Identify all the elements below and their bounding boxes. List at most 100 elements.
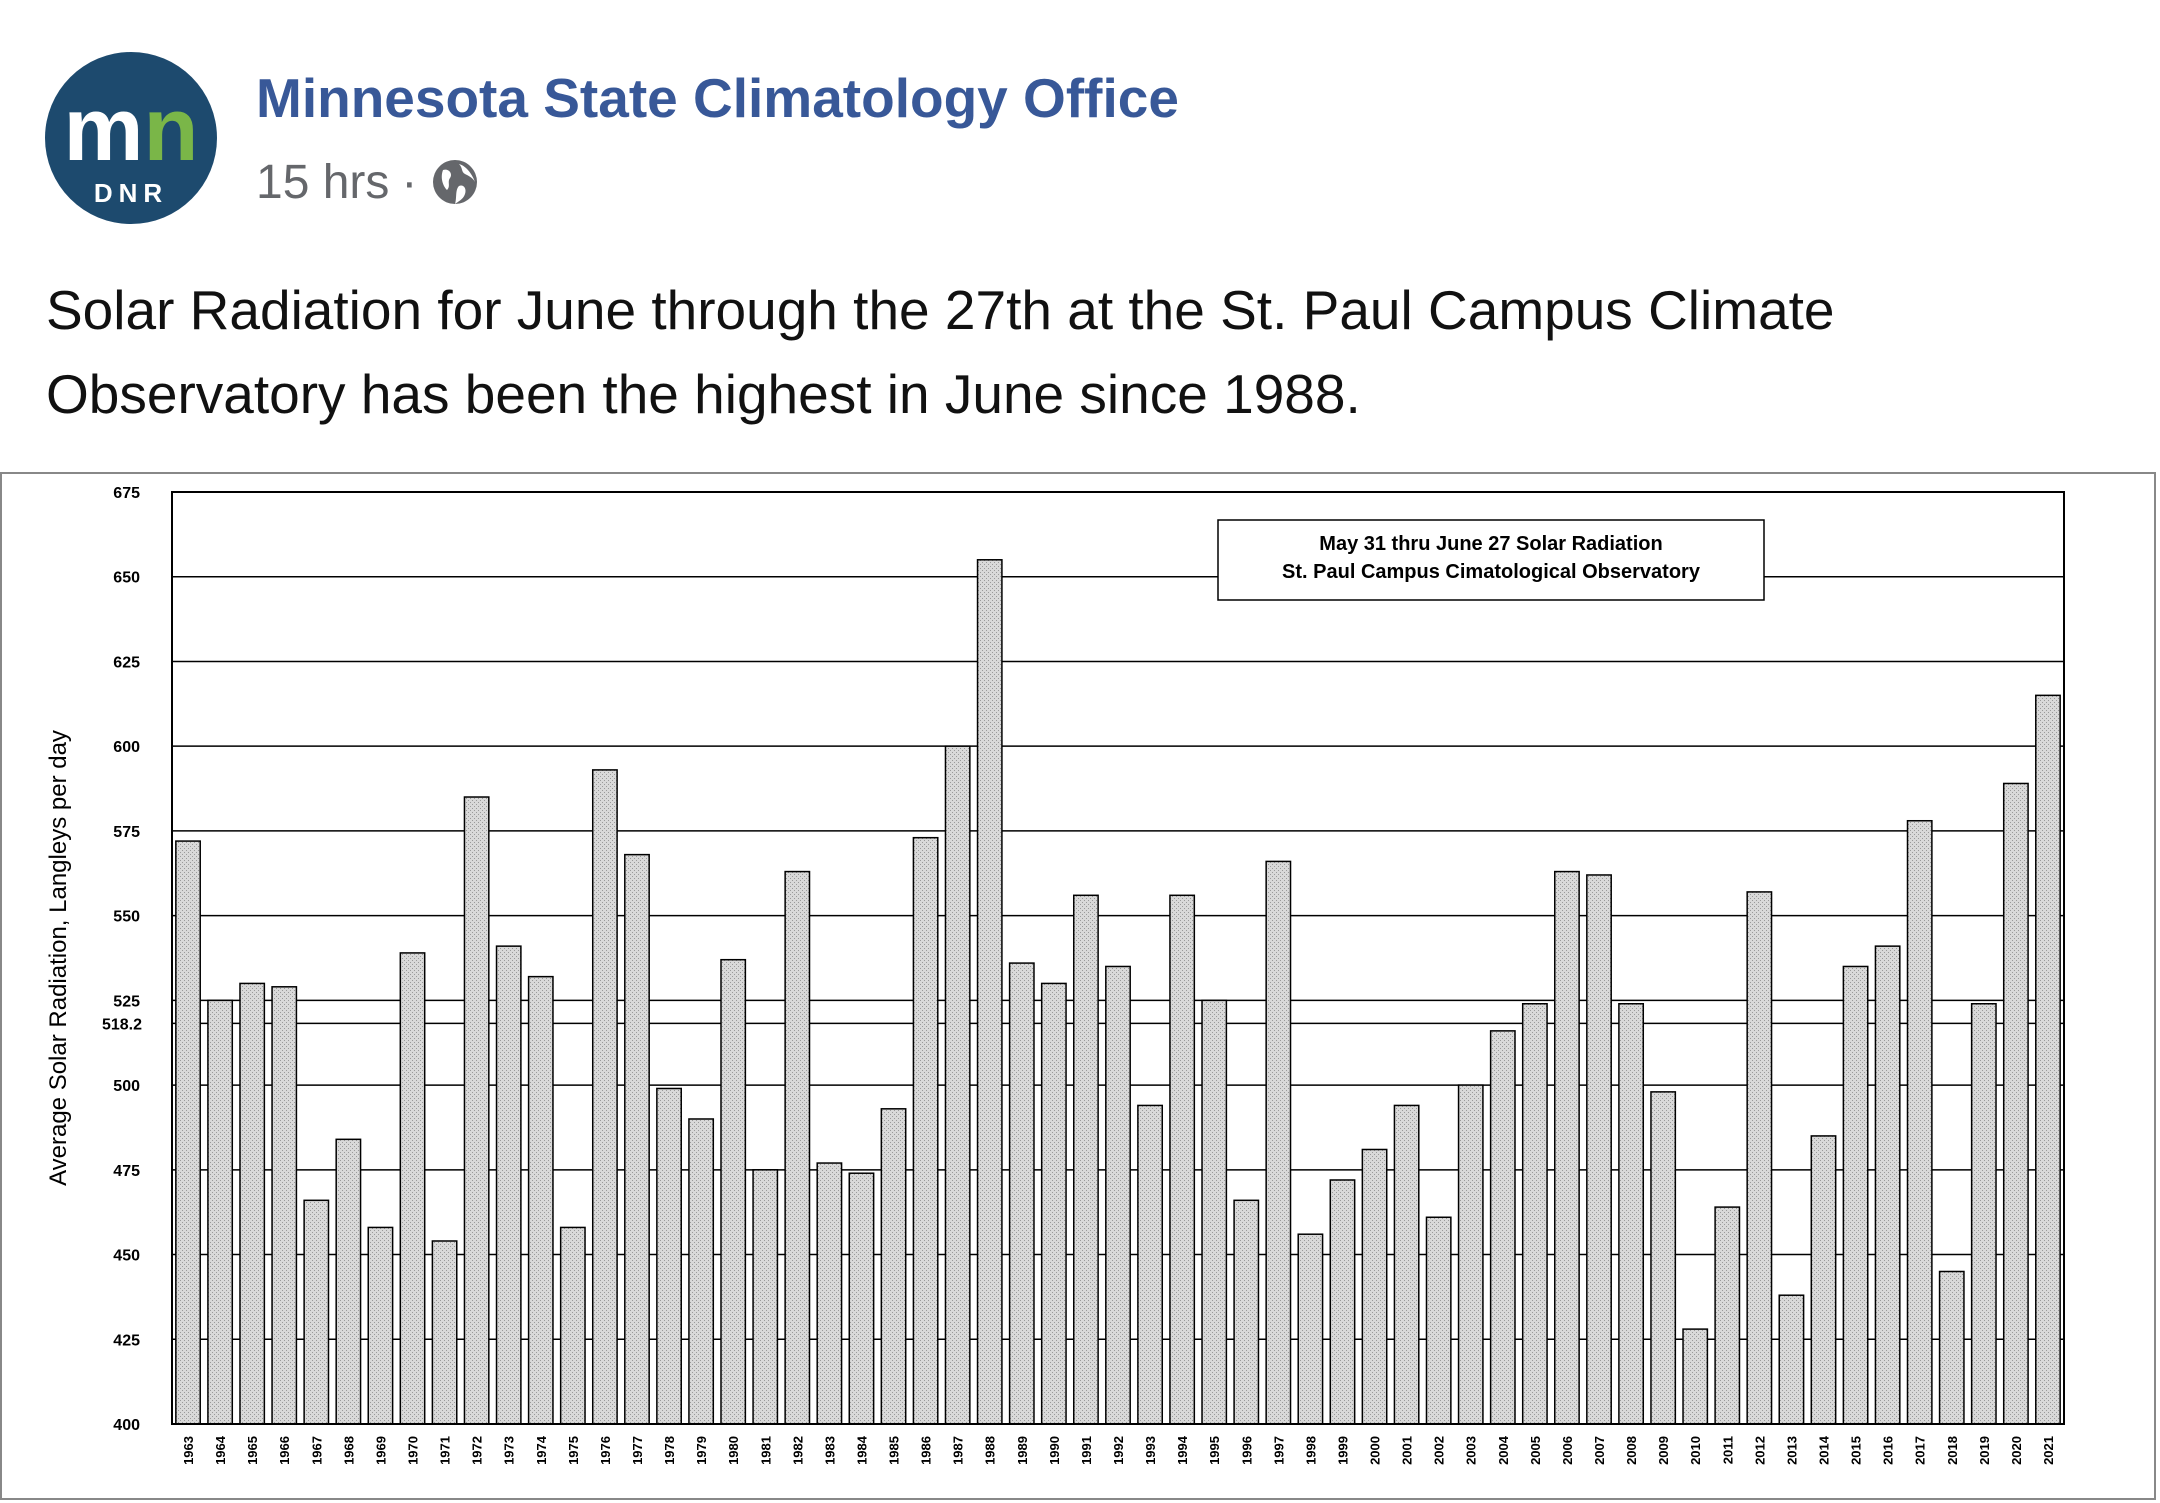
- chart-image[interactable]: 518.2 400 425 450 475 500 525 550 575 600 625 650 6…: [0, 472, 2156, 1500]
- x-tick-label: 2011: [1720, 1436, 1735, 1464]
- x-tick-label: 1995: [1207, 1436, 1222, 1465]
- y-tick-label: 550: [113, 909, 140, 926]
- page-avatar[interactable]: mn DNR: [45, 52, 217, 224]
- x-tick-label: 1992: [1111, 1436, 1126, 1465]
- x-tick-label: 2018: [1945, 1436, 1960, 1465]
- x-tick-label: 1990: [1047, 1436, 1062, 1465]
- bar-1973: [495, 945, 522, 1425]
- bar-1994: [1169, 894, 1196, 1425]
- x-tick-label: 1968: [341, 1436, 356, 1465]
- y-tick-label: 650: [113, 570, 140, 587]
- bar-2008: [1618, 1003, 1645, 1425]
- bar-2014: [1810, 1135, 1837, 1425]
- x-tick-label: 2003: [1464, 1436, 1479, 1465]
- bar-1977: [624, 853, 650, 1425]
- chart-title-box: May 31 thru June 27 Solar Radiation St. …: [1217, 519, 1765, 601]
- page-name-link[interactable]: Minnesota State Climatology Office: [256, 67, 1179, 129]
- x-tick-label: 2010: [1688, 1436, 1703, 1465]
- bars: [175, 559, 2061, 1425]
- x-tick-label: 1983: [822, 1436, 837, 1465]
- x-tick-label: 2015: [1849, 1436, 1864, 1465]
- x-tick-label: 1975: [566, 1436, 581, 1465]
- bar-1997: [1265, 860, 1292, 1425]
- post-header: mn DNR Minnesota State Climatology Offic…: [0, 0, 2160, 425]
- bar-chart: 518.2 400 425 450 475 500 525 550 575 600 625 650 6…: [45, 485, 2065, 1465]
- y-tick-label: 400: [113, 1417, 140, 1434]
- x-tick-label: 1973: [502, 1436, 517, 1465]
- bar-2009: [1650, 1091, 1677, 1425]
- x-tick-label: 1981: [758, 1436, 773, 1465]
- bar-2006: [1554, 870, 1580, 1425]
- bar-2005: [1521, 1003, 1548, 1425]
- x-tick-label: 2008: [1624, 1436, 1639, 1465]
- bar-1982: [784, 870, 811, 1425]
- y-tick-label: 475: [113, 1163, 140, 1180]
- bar-1983: [816, 1162, 843, 1425]
- bar-2000: [1361, 1148, 1388, 1425]
- x-tick-label: 1986: [919, 1436, 934, 1465]
- x-tick-label: 2020: [2009, 1436, 2024, 1465]
- bar-1986: [912, 836, 939, 1425]
- bar-2018: [1938, 1270, 1965, 1425]
- bar-1991: [1072, 894, 1099, 1425]
- x-tick-label: 2005: [1528, 1436, 1543, 1465]
- x-tick-label: 1991: [1079, 1436, 1094, 1465]
- logo-monogram: mn: [63, 80, 198, 180]
- bar-1966: [271, 986, 298, 1425]
- y-tick-label: 525: [113, 993, 140, 1010]
- bar-2016: [1874, 945, 1901, 1425]
- x-tick-label: 1998: [1303, 1436, 1318, 1465]
- x-tick-label: 1987: [951, 1436, 966, 1465]
- x-tick-label: 1982: [790, 1436, 805, 1465]
- bar-2020: [2002, 782, 2029, 1425]
- x-tick-label: 1964: [213, 1435, 228, 1465]
- y-tick-label: 675: [113, 485, 140, 502]
- y-tick-label: 575: [113, 824, 140, 841]
- y-tick-label: 600: [113, 739, 140, 756]
- x-tick-label: 1996: [1239, 1436, 1254, 1465]
- globe-icon[interactable]: [429, 156, 481, 208]
- x-tick-label: 2006: [1560, 1436, 1575, 1465]
- x-tick-label: 1989: [1015, 1436, 1030, 1465]
- bar-1989: [1008, 962, 1035, 1425]
- bar-1998: [1297, 1233, 1324, 1425]
- x-tick-label: 2000: [1368, 1436, 1383, 1465]
- bar-1972: [463, 796, 490, 1425]
- bar-2001: [1393, 1104, 1420, 1425]
- x-tick-label: 1984: [854, 1435, 869, 1465]
- bar-1975: [559, 1226, 586, 1425]
- x-tick-label: 1979: [694, 1436, 709, 1465]
- x-tick-label: 1988: [983, 1436, 998, 1465]
- x-tick-label: 2002: [1432, 1436, 1447, 1465]
- x-tick-label: 2012: [1752, 1436, 1767, 1465]
- x-tick-label: 2016: [1881, 1436, 1896, 1465]
- x-tick-label: 2007: [1592, 1436, 1607, 1465]
- x-tick-labels: 1963 1964 1965 1966 1967 1968 1969 1970 1971 1972…: [181, 1435, 2056, 1465]
- bar-1988: [976, 559, 1003, 1425]
- chart-title-line-1: May 31 thru June 27 Solar Radiation: [1319, 533, 1662, 555]
- bar-1992: [1105, 965, 1131, 1425]
- bar-1965: [239, 982, 266, 1425]
- bar-2021: [2035, 694, 2061, 1425]
- bar-1979: [688, 1118, 715, 1425]
- x-tick-label: 2004: [1496, 1435, 1511, 1465]
- dnr-logo-icon: mn DNR: [63, 80, 198, 208]
- x-tick-label: 2001: [1400, 1436, 1415, 1465]
- x-tick-label: 2013: [1784, 1436, 1799, 1465]
- x-tick-label: 1972: [470, 1436, 485, 1465]
- y-axis-label: Average Solar Radiation, Langleys per da…: [45, 730, 72, 1186]
- x-tick-label: 1963: [181, 1436, 196, 1465]
- bar-1970: [399, 952, 426, 1425]
- x-tick-label: 1999: [1335, 1436, 1350, 1465]
- x-tick-label: 1971: [438, 1436, 453, 1465]
- x-tick-label: 1997: [1271, 1436, 1286, 1465]
- bar-2013: [1778, 1294, 1805, 1425]
- x-tick-label: 1976: [598, 1436, 613, 1465]
- y-tick-label: 450: [113, 1248, 140, 1265]
- bar-2015: [1842, 965, 1869, 1425]
- x-tick-label: 2017: [1913, 1436, 1928, 1465]
- bar-1993: [1137, 1104, 1164, 1425]
- bar-2017: [1906, 819, 1933, 1425]
- bar-1990: [1040, 982, 1067, 1425]
- post-timestamp[interactable]: 15 hrs: [256, 155, 390, 209]
